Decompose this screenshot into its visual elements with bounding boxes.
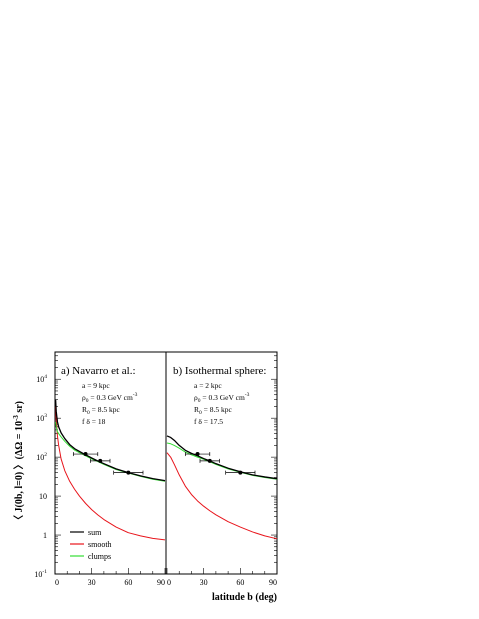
x-tick-label: 90: [269, 578, 277, 587]
data-point: [238, 470, 243, 475]
x-tick-label: 60: [124, 578, 132, 587]
x-tick-label: 0: [167, 578, 171, 587]
legend-label-smooth: smooth: [88, 540, 112, 549]
x-tick-label: 30: [200, 578, 208, 587]
y-tick-label: 1: [43, 531, 47, 540]
y-tick-label: 103: [36, 413, 47, 423]
data-point: [98, 458, 103, 463]
series-sum-line: [54, 399, 166, 482]
data-point: [83, 452, 88, 457]
panel-parameter: f δ = 17.5: [194, 417, 223, 426]
y-tick-label: 104: [36, 374, 47, 384]
data-point: [207, 458, 212, 463]
legend-label-sum: sum: [88, 528, 102, 537]
data-point: [195, 452, 200, 457]
series-sum-line: [166, 435, 278, 480]
x-axis-label: latitude b (deg): [212, 592, 277, 603]
panel-parameter: f δ = 18: [82, 417, 106, 426]
y-tick-label: 10: [39, 492, 47, 501]
panel-a: 0 30 60 90 a) Navarro et al.: a = 9 kpc ρ0 = 0…: [54, 365, 166, 587]
panel-parameter: R0 = 8.5 kpc: [82, 405, 120, 416]
x-tick-label: 0: [55, 578, 59, 587]
x-tick-label: 60: [236, 578, 244, 587]
data-point: [126, 470, 131, 475]
panel-b: 0 30 60 90 b) Isothermal sphere: a = 2 kpc ρ0 …: [166, 365, 278, 587]
y-tick-label: 102: [36, 452, 47, 462]
legend-label-clumps: clumps: [88, 552, 111, 561]
panel-parameter: ρ0 = 0.3 GeV cm-3: [82, 392, 138, 404]
panel-title: b) Isothermal sphere:: [173, 365, 266, 377]
series-smooth-line: [55, 406, 166, 541]
panel-parameter: R0 = 8.5 kpc: [194, 405, 232, 416]
panel-parameter: a = 9 kpc: [82, 381, 110, 390]
x-tick-label: 30: [88, 578, 96, 587]
panel-parameter: a = 2 kpc: [194, 381, 222, 390]
x-tick-label: 90: [157, 578, 165, 587]
panel-title: a) Navarro et al.:: [61, 365, 136, 377]
y-axis-label: 〈 J(0b, l=0) 〉(ΔΩ = 10-3 sr): [12, 401, 25, 525]
legend: sum smooth clumps: [70, 528, 112, 561]
y-tick-label: 10-1: [34, 569, 47, 579]
panel-parameter: ρ0 = 0.3 GeV cm-3: [194, 392, 250, 404]
series-clumps-line: [55, 421, 166, 482]
series-smooth-line: [166, 452, 278, 540]
